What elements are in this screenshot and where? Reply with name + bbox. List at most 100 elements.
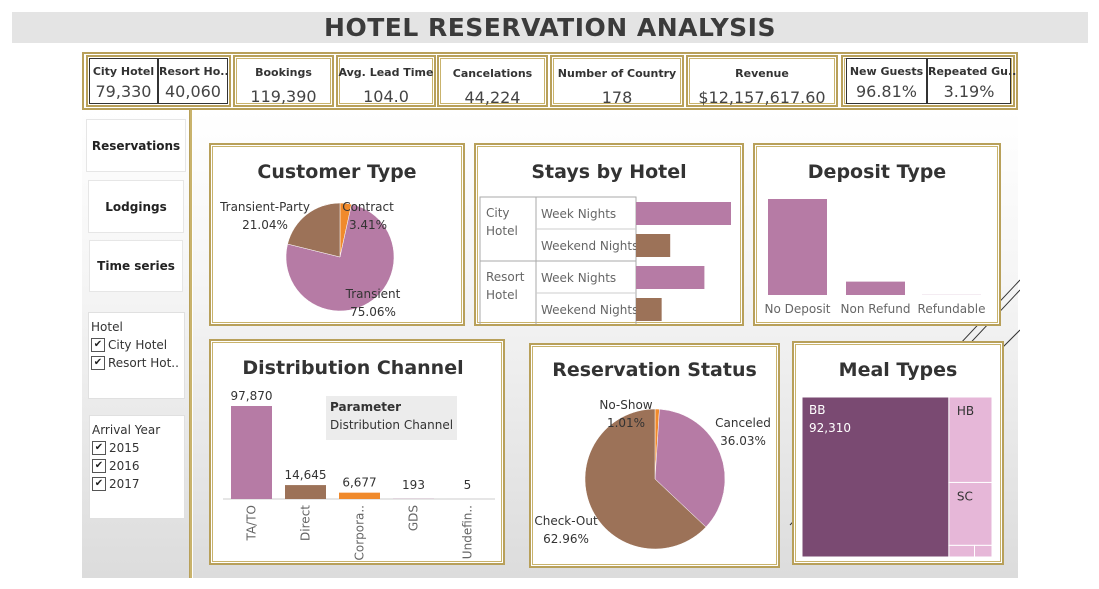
bar: [636, 234, 671, 257]
deposit-type-bar-chart: No Deposit Non Refund Refundable: [764, 199, 986, 316]
data-label: 97,870: [231, 389, 273, 403]
kpi-city-hotel-label: City Hotel: [92, 65, 155, 78]
hotel-filter-option[interactable]: ✔ City Hotel: [91, 336, 184, 354]
kpi-cancelations[interactable]: Cancelations 44,224: [437, 55, 548, 107]
year-filter-option-label: 2015: [109, 441, 140, 455]
nav-reservations-button[interactable]: Reservations: [86, 119, 186, 172]
bar: [285, 485, 326, 499]
year-filter-option-label: 2016: [109, 459, 140, 473]
nav-reservations-label: Reservations: [91, 138, 181, 153]
pie-slice-label: Canceled: [715, 416, 771, 430]
data-label: 193: [402, 478, 425, 492]
kpi-repeated-guests[interactable]: Repeated Gu.. 3.19%: [927, 58, 1017, 104]
category-label: Weekend Nights: [541, 303, 638, 317]
meal-types-panel: Meal Types BB 92,310 HB SC: [792, 341, 1004, 565]
x-tick-label: Undefin..: [461, 505, 475, 559]
kpi-city-hotel[interactable]: City Hotel 79,330: [89, 58, 158, 104]
group-label: Hotel: [486, 224, 518, 238]
hotel-filter-option[interactable]: ✔ Resort Hot..: [91, 354, 184, 372]
group-label: City: [486, 206, 510, 220]
treemap-value: 92,310: [809, 421, 851, 435]
reservation-status-pie-chart: Canceled 36.03% Check-Out 62.96% No-Show 1.01…: [534, 398, 771, 550]
pie-slice-label: Transient-Party: [219, 200, 310, 214]
group-label: Resort: [486, 270, 525, 284]
x-tick-label: GDS: [407, 505, 421, 531]
bar: [339, 492, 380, 499]
group-label: Hotel: [486, 288, 518, 302]
customer-type-title: Customer Type: [257, 161, 417, 183]
kpi-lead-time-value: 104.0: [363, 87, 409, 106]
treemap-label: BB: [809, 403, 825, 417]
x-tick-label: Refundable: [918, 302, 986, 316]
x-tick-label: Corpora..: [353, 505, 367, 561]
kpi-lead-time[interactable]: Avg. Lead Time 104.0: [336, 55, 436, 107]
pie-slice-value: 75.06%: [350, 305, 396, 319]
pie-slice-label: Transient: [345, 287, 401, 301]
nav-lodgings-button[interactable]: Lodgings: [88, 180, 184, 233]
kpi-cancelations-label: Cancelations: [452, 67, 533, 80]
category-label: Week Nights: [541, 271, 616, 285]
year-filter-option-label: 2017: [109, 477, 140, 491]
data-label: 14,645: [285, 468, 327, 482]
year-filter-option[interactable]: ✔ 2016: [92, 457, 184, 475]
sidebar-divider: [189, 110, 193, 578]
pie-slice-value: 3.41%: [349, 218, 387, 232]
dashboard-title-bar: HOTEL RESERVATION ANALYSIS: [12, 12, 1088, 43]
x-tick-label: Non Refund: [841, 302, 911, 316]
checkbox-checked-icon[interactable]: ✔: [92, 477, 106, 491]
treemap-cell: [948, 544, 976, 558]
treemap-cell: [974, 544, 993, 558]
reservation-status-panel: Reservation Status Canceled 36.03% Check-O…: [529, 343, 780, 568]
dashboard-title: HOTEL RESERVATION ANALYSIS: [324, 13, 776, 42]
pie-slice-label: Check-Out: [534, 514, 598, 528]
kpi-new-guests[interactable]: New Guests 96.81%: [846, 58, 927, 104]
kpi-bookings[interactable]: Bookings 119,390: [233, 55, 334, 107]
checkbox-checked-icon[interactable]: ✔: [92, 441, 106, 455]
checkbox-checked-icon[interactable]: ✔: [91, 356, 105, 370]
year-filter-option[interactable]: ✔ 2017: [92, 475, 184, 493]
kpi-revenue-label: Revenue: [735, 67, 789, 80]
kpi-countries[interactable]: Number of Country 178: [550, 55, 684, 107]
stays-by-hotel-title: Stays by Hotel: [531, 161, 687, 183]
treemap-label: SC: [957, 489, 973, 503]
hotel-filter-option-label: City Hotel: [108, 338, 168, 352]
bar: [768, 199, 827, 295]
nav-time-series-button[interactable]: Time series: [89, 240, 183, 292]
stays-by-hotel-panel: Stays by Hotel City Hotel Resort Hotel Week …: [474, 143, 744, 326]
pie-slice-value: 62.96%: [543, 532, 589, 546]
reservation-status-title: Reservation Status: [552, 359, 757, 381]
pie-slice-value: 1.01%: [607, 416, 645, 430]
nav-lodgings-label: Lodgings: [105, 199, 167, 214]
x-tick-label: No Deposit: [764, 302, 830, 316]
distribution-channel-bar-chart: 97,870 TA/TO 14,645 Direct 6,677 Corpora.. 193…: [223, 389, 495, 561]
bar: [636, 298, 662, 321]
hotel-filter-title: Hotel: [91, 320, 123, 334]
bar: [636, 202, 731, 225]
category-label: Weekend Nights: [541, 239, 638, 253]
parameter-control[interactable]: Parameter Distribution Channel: [326, 396, 457, 440]
bar: [231, 406, 272, 499]
hotel-filter: Hotel ✔ City Hotel ✔ Resort Hot..: [88, 312, 185, 399]
checkbox-checked-icon[interactable]: ✔: [91, 338, 105, 352]
kpi-resort-hotel[interactable]: Resort Ho.. 40,060: [158, 58, 229, 104]
year-filter-option[interactable]: ✔ 2015: [92, 439, 184, 457]
pie-slice-value: 21.04%: [242, 218, 288, 232]
treemap-label: HB: [957, 404, 974, 418]
pie-slice-label: No-Show: [599, 398, 652, 412]
bar: [846, 281, 905, 295]
kpi-new-guests-value: 96.81%: [855, 82, 917, 101]
pie-slice-value: 36.03%: [720, 434, 766, 448]
category-label: Week Nights: [541, 207, 616, 221]
x-tick-label: TA/TO: [245, 505, 259, 541]
data-label: 5: [464, 478, 472, 492]
kpi-revenue[interactable]: Revenue $12,157,617.60: [686, 55, 838, 107]
checkbox-checked-icon[interactable]: ✔: [92, 459, 106, 473]
parameter-label: Parameter: [330, 400, 402, 414]
kpi-resort-hotel-label: Resort Ho..: [159, 65, 229, 78]
kpi-repeated-guests-label: Repeated Gu..: [928, 65, 1017, 78]
meal-types-treemap: BB 92,310 HB SC: [801, 396, 993, 558]
year-filter: Arrival Year ✔ 2015 ✔ 2016 ✔ 2017: [89, 415, 185, 519]
customer-type-panel: Customer Type Transient 75.06% Transient-P…: [209, 143, 465, 326]
kpi-cancelations-value: 44,224: [464, 88, 521, 107]
kpi-lead-time-label: Avg. Lead Time: [338, 66, 434, 79]
